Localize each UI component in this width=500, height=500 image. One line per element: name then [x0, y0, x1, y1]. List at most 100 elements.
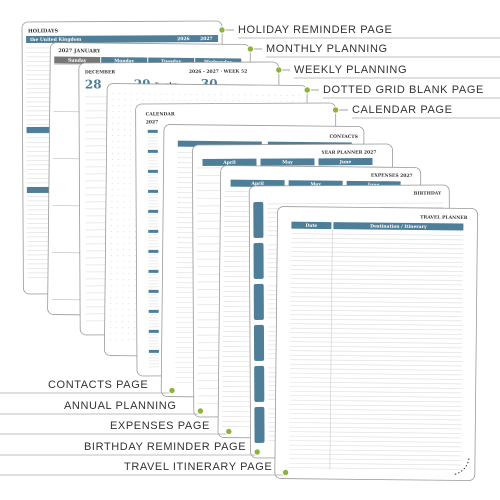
cell — [260, 158, 315, 166]
rule — [290, 336, 463, 340]
grid-dot — [124, 129, 126, 131]
callout-label: BIRTHDAY REMINDER PAGE — [84, 441, 246, 453]
rule — [290, 300, 463, 304]
grid-dot — [122, 339, 123, 341]
grid-dot — [154, 93, 156, 95]
page-text: Monday — [114, 58, 134, 64]
grid-dot — [129, 207, 131, 209]
grid-dot — [238, 100, 240, 102]
rule — [290, 323, 463, 326]
rule — [290, 318, 463, 322]
rule — [290, 264, 463, 268]
page-text: CONTACTS — [329, 134, 357, 140]
grid-dot — [128, 285, 130, 287]
grid-dot — [122, 261, 124, 263]
grid-dot — [110, 273, 112, 274]
page-text: 2027 — [200, 36, 213, 42]
callout-dot — [281, 468, 290, 477]
grid-dot — [129, 201, 131, 203]
grid-dot — [124, 105, 126, 107]
grid-dot — [123, 225, 125, 227]
rule — [290, 273, 463, 277]
grid-dot — [196, 94, 198, 95]
page-text: Destination / Itinerary — [370, 223, 427, 230]
grid-dot — [220, 94, 222, 96]
grid-dot — [122, 309, 124, 311]
page-text: June — [339, 159, 352, 165]
month-tab — [253, 283, 264, 320]
cell — [26, 34, 219, 43]
grid-dot — [238, 94, 240, 96]
grid-dot — [292, 101, 294, 102]
grid-dot — [112, 105, 114, 106]
grid-dot — [129, 219, 131, 221]
grid-dot — [116, 291, 118, 293]
grid-dot — [128, 315, 130, 317]
grid-dot — [134, 273, 136, 275]
grid-dot — [111, 177, 113, 178]
grid-dot — [135, 237, 136, 239]
rule — [289, 449, 462, 452]
grid-dot — [142, 93, 144, 95]
page-text: HOLIDAYS — [28, 28, 59, 34]
grid-dot — [135, 231, 137, 233]
rule — [289, 363, 462, 367]
grid-dot — [128, 261, 130, 263]
rule — [289, 444, 462, 448]
grid-dot — [134, 279, 136, 281]
grid-dot — [122, 297, 124, 299]
rule — [290, 354, 463, 358]
grid-dot — [190, 93, 192, 95]
grid-dot — [112, 129, 114, 130]
grid-dot — [268, 94, 270, 96]
cell — [54, 56, 101, 65]
grid-dot — [134, 285, 136, 287]
grid-dot — [124, 135, 126, 137]
grid-dot — [110, 291, 112, 292]
callout-dot — [253, 448, 261, 456]
grid-dot — [128, 309, 130, 311]
grid-dot — [116, 267, 118, 269]
page-text: May — [282, 159, 293, 165]
cell — [291, 221, 332, 230]
grid-dot — [129, 183, 131, 185]
grid-dot — [250, 94, 252, 96]
grid-dot — [130, 141, 131, 143]
grid-dot — [123, 231, 125, 233]
grid-dot — [123, 165, 125, 167]
grid-dot — [118, 153, 119, 155]
grid-dot — [130, 111, 132, 113]
rule — [289, 431, 462, 434]
rule — [290, 282, 463, 286]
grid-dot — [116, 339, 117, 341]
grid-dot — [232, 100, 234, 102]
grid-dot — [118, 123, 120, 125]
grid-dot — [112, 135, 114, 136]
grid-dot — [124, 111, 126, 113]
grid-dot — [123, 171, 125, 173]
grid-dot — [118, 141, 119, 143]
grid-dot — [112, 93, 114, 94]
grid-dot — [130, 93, 132, 95]
grid-dot — [250, 100, 252, 102]
grid-dot — [148, 99, 150, 101]
cell — [148, 329, 159, 333]
month-tab — [253, 242, 264, 279]
callout-dot — [303, 86, 311, 94]
grid-dot — [112, 123, 114, 124]
grid-dot — [117, 189, 119, 191]
callout-dot — [218, 26, 226, 34]
grid-dot — [166, 99, 168, 101]
rule — [289, 422, 462, 425]
grid-dot — [111, 165, 113, 166]
grid-dot — [129, 243, 130, 245]
cell — [333, 222, 464, 231]
grid-dot — [110, 309, 112, 310]
grid-dot — [134, 297, 136, 299]
grid-dot — [128, 339, 129, 341]
grid-dot — [128, 267, 130, 269]
page-text: Date — [305, 223, 317, 229]
rule — [290, 278, 463, 281]
grid-dot — [110, 333, 111, 334]
grid-dot — [280, 94, 282, 96]
